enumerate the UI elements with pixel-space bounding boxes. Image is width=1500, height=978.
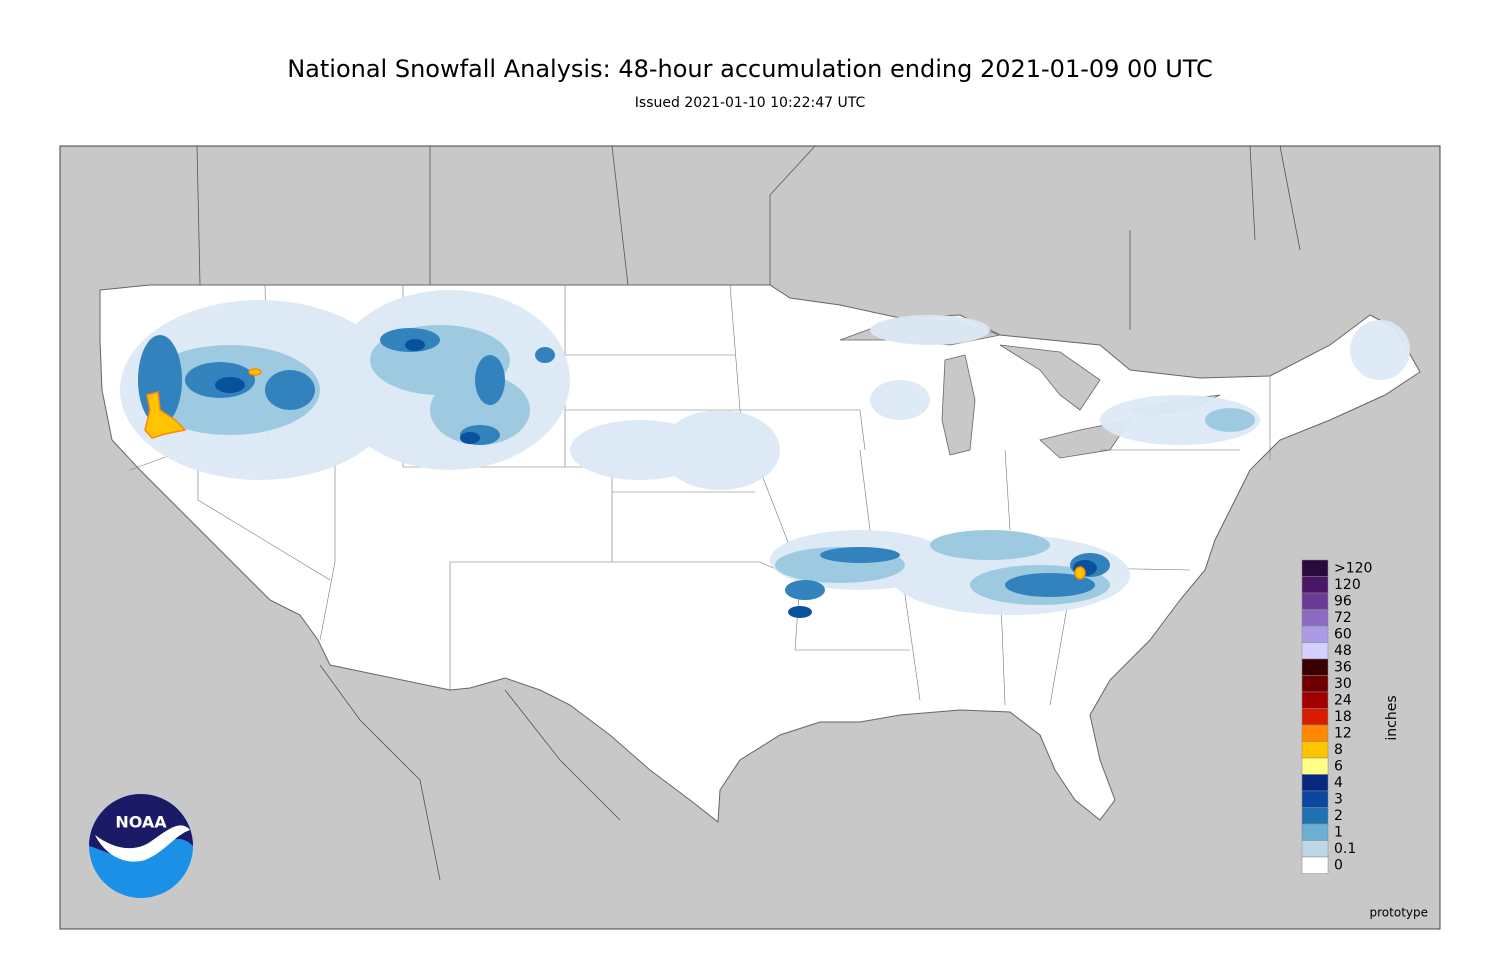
- legend-swatch: [1301, 774, 1329, 792]
- legend-swatch: [1301, 807, 1329, 825]
- legend-label: 96: [1334, 593, 1352, 609]
- legend-label: 4: [1334, 775, 1343, 791]
- legend-label: 60: [1334, 626, 1352, 642]
- legend-label: 0: [1334, 857, 1343, 873]
- legend-unit: inches: [1384, 695, 1400, 740]
- logo-bird: [95, 825, 190, 862]
- legend-swatch: [1301, 559, 1329, 577]
- legend-label: 6: [1334, 758, 1343, 774]
- legend-label: 1: [1334, 824, 1343, 840]
- snowfall-areas: [120, 290, 1410, 618]
- title: National Snowfall Analysis: 48-hour accu…: [287, 55, 1213, 83]
- legend-label: 72: [1334, 610, 1352, 626]
- logo-text: NOAA: [115, 813, 167, 832]
- legend-label: 2: [1334, 808, 1343, 824]
- footer-note: prototype: [1370, 906, 1428, 920]
- legend-swatch: [1301, 592, 1329, 610]
- legend-swatch: [1301, 625, 1329, 643]
- legend-swatch: [1301, 741, 1329, 759]
- legend-label: >120: [1334, 560, 1372, 576]
- legend-label: 18: [1334, 709, 1352, 725]
- legend-label: 48: [1334, 643, 1352, 659]
- legend-swatch: [1301, 691, 1329, 709]
- legend-swatch: [1301, 675, 1329, 693]
- legend-swatch: [1301, 708, 1329, 726]
- legend-label: 0.1: [1334, 841, 1356, 857]
- map: [59, 145, 1441, 930]
- legend-label: 8: [1334, 742, 1343, 758]
- legend-label: 3: [1334, 791, 1343, 807]
- legend-label: 30: [1334, 676, 1352, 692]
- legend-swatch: [1301, 576, 1329, 594]
- legend-label: 36: [1334, 659, 1352, 675]
- legend-swatch: [1301, 609, 1329, 627]
- legend-swatch: [1301, 724, 1329, 742]
- legend-label: 24: [1334, 692, 1352, 708]
- legend-swatch: [1301, 840, 1329, 858]
- legend-swatch: [1301, 823, 1329, 841]
- legend-label: 120: [1334, 577, 1361, 593]
- legend-label: 12: [1334, 725, 1352, 741]
- legend-swatch: [1301, 790, 1329, 808]
- subtitle: Issued 2021-01-10 10:22:47 UTC: [635, 95, 866, 111]
- legend-swatch: [1301, 757, 1329, 775]
- legend-swatch: [1301, 856, 1329, 874]
- legend: inches >1201209672604836302418128643210.…: [1301, 559, 1400, 874]
- boundaries-outside: [196, 145, 1301, 881]
- legend-swatch: [1301, 658, 1329, 676]
- noaa-logo: NOAA: [89, 794, 193, 898]
- legend-swatch: [1301, 642, 1329, 660]
